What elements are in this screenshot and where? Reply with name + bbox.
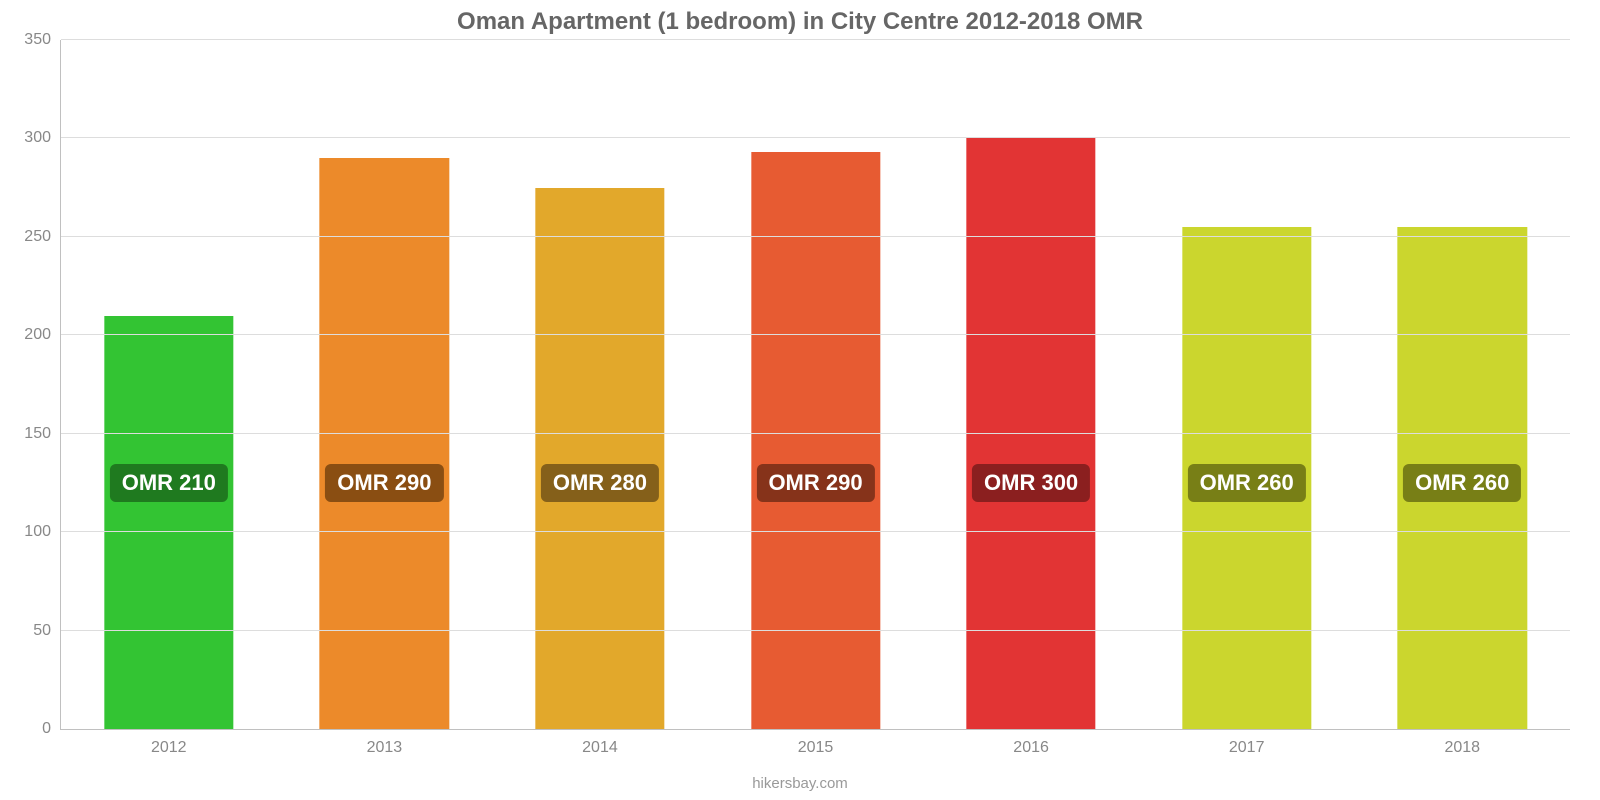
y-tick-label: 100 (24, 523, 61, 541)
bar-chart: Oman Apartment (1 bedroom) in City Centr… (0, 0, 1600, 800)
gridline (61, 531, 1570, 532)
gridline (61, 334, 1570, 335)
y-tick-label: 200 (24, 326, 61, 344)
x-tick-label: 2014 (582, 729, 618, 757)
bar-slot: OMR 2902015 (708, 40, 924, 729)
x-tick-label: 2013 (367, 729, 403, 757)
x-tick-label: 2016 (1013, 729, 1049, 757)
bar-value-label: OMR 290 (325, 464, 443, 502)
plot-area: OMR 2102012OMR 2902013OMR 2802014OMR 290… (60, 40, 1570, 730)
bar-value-label: OMR 280 (541, 464, 659, 502)
bar-value-label: OMR 260 (1188, 464, 1306, 502)
bar-slot: OMR 3002016 (923, 40, 1139, 729)
y-tick-label: 250 (24, 228, 61, 246)
bar (751, 152, 880, 729)
chart-title: Oman Apartment (1 bedroom) in City Centr… (0, 8, 1600, 36)
bar-slot: OMR 2902013 (277, 40, 493, 729)
x-tick-label: 2018 (1444, 729, 1480, 757)
bar (104, 316, 233, 729)
bar (966, 138, 1095, 729)
bars-layer: OMR 2102012OMR 2902013OMR 2802014OMR 290… (61, 40, 1570, 729)
gridline (61, 236, 1570, 237)
y-tick-label: 0 (42, 720, 61, 738)
x-tick-label: 2015 (798, 729, 834, 757)
bar (320, 158, 449, 729)
x-tick-label: 2012 (151, 729, 187, 757)
bar-value-label: OMR 260 (1403, 464, 1521, 502)
y-tick-label: 50 (33, 622, 61, 640)
gridline (61, 39, 1570, 40)
gridline (61, 137, 1570, 138)
bar-slot: OMR 2602017 (1139, 40, 1355, 729)
attribution-text: hikersbay.com (0, 775, 1600, 792)
x-tick-label: 2017 (1229, 729, 1265, 757)
bar-value-label: OMR 300 (972, 464, 1090, 502)
bar-value-label: OMR 210 (110, 464, 228, 502)
bar-slot: OMR 2802014 (492, 40, 708, 729)
y-tick-label: 350 (24, 31, 61, 49)
bar-slot: OMR 2602018 (1354, 40, 1570, 729)
gridline (61, 433, 1570, 434)
bar-value-label: OMR 290 (756, 464, 874, 502)
y-tick-label: 300 (24, 129, 61, 147)
y-tick-label: 150 (24, 425, 61, 443)
bar (535, 188, 664, 729)
gridline (61, 630, 1570, 631)
bar-slot: OMR 2102012 (61, 40, 277, 729)
